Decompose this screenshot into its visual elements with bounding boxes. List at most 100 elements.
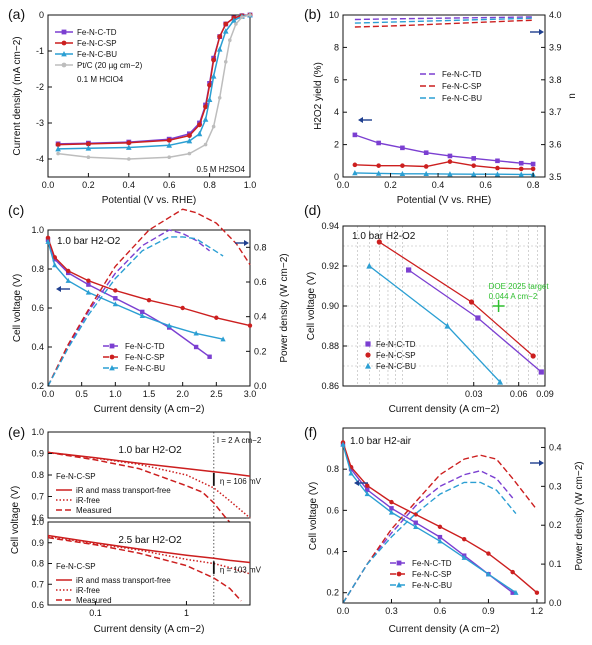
panel-f-x-axis-label: Current density (A cm−2) xyxy=(389,624,500,635)
panel-a-legend-label: Fe-N-C-BU xyxy=(77,50,117,59)
panel-a-data-point xyxy=(231,17,237,23)
x-tick-label: 0.9 xyxy=(482,606,495,616)
panel-d-doe-label: DOE 2025 target xyxy=(489,282,550,291)
x-tick-label: 0.0 xyxy=(337,180,350,190)
panel-a-data-point xyxy=(223,21,229,27)
panel-f-legend-label: Fe-N-C-SP xyxy=(412,570,452,579)
panel-a-data-point xyxy=(196,130,203,137)
panel-f-arrow-left-head xyxy=(354,480,359,486)
panel-c-power-line xyxy=(47,208,251,387)
panel-f-data-point xyxy=(510,590,515,595)
x-tick-label: 0.4 xyxy=(432,180,445,190)
panel-e-legend-label: iR and mass transport-free xyxy=(76,576,171,585)
panel-b-data-point xyxy=(400,145,405,151)
panel-a-legend-label: Pt/C (20 µg cm−2) xyxy=(77,61,143,70)
panel-b-data-point xyxy=(447,153,453,159)
y-tick-label: 0.6 xyxy=(31,303,44,313)
panel-b-y2-axis-label: n xyxy=(567,93,578,99)
panel-b-legend-label: Fe-N-C-BU xyxy=(442,94,482,103)
panel-a-data-point xyxy=(186,138,193,144)
y-tick-label: 0.9 xyxy=(31,538,44,548)
panel-f-data-point xyxy=(364,491,370,497)
y-tick-label: -2 xyxy=(36,82,44,92)
panel-f-y2-axis-label: Power density (W cm−2) xyxy=(574,461,585,570)
panel-c-data-point xyxy=(180,305,185,311)
panel-e-subplot-title: 1.0 bar H2-O2 xyxy=(118,445,182,456)
y-tick-label: 0.4 xyxy=(326,547,339,557)
panel-e-series-line xyxy=(47,535,251,575)
y-tick-label: 0.8 xyxy=(31,470,44,480)
panel-c-label: (c) xyxy=(8,202,24,218)
y-tick-label: 0.6 xyxy=(31,513,44,523)
panel-f-power-line xyxy=(342,481,517,604)
x-tick-label: 3.0 xyxy=(244,389,257,399)
y-tick-label: 0.94 xyxy=(321,221,339,231)
panel-c-y-axis-label: Cell voltage (V) xyxy=(12,274,23,342)
panel-a-legend-marker xyxy=(61,29,67,35)
panel-a-data-point xyxy=(167,155,171,159)
panel-f-data-point xyxy=(485,571,492,577)
panel-a-data-point xyxy=(211,57,217,63)
panel-c-data-point xyxy=(207,354,212,359)
panel-d-x-axis-label: Current density (A cm−2) xyxy=(389,404,500,415)
panel-b-data-point xyxy=(495,158,500,164)
panel-e-legend-label: iR-free xyxy=(76,586,101,595)
panel-f-data-point xyxy=(365,483,370,488)
y2-tick-label: 3.6 xyxy=(549,140,562,150)
panel-d-data-point xyxy=(530,353,536,359)
y-tick-label: 10 xyxy=(329,10,339,20)
y-tick-label: 0.2 xyxy=(31,381,44,391)
panel-e-sample-label: Fe-N-C-SP xyxy=(56,562,96,571)
x-tick-label: 1.5 xyxy=(143,389,156,399)
panel-d-data-point xyxy=(475,315,481,321)
panel-a-y-axis-label: Current density (mA cm−2) xyxy=(12,36,23,155)
panel-a-data-point xyxy=(197,122,202,128)
panel-e-series-line xyxy=(47,451,251,519)
panel-c-data-point xyxy=(113,288,118,293)
panel-b-arrow-left-head xyxy=(358,117,363,123)
panel-b-n-line xyxy=(354,16,534,21)
panel-a-data-point xyxy=(217,34,223,39)
y-tick-label: 0.86 xyxy=(321,381,339,391)
panel-d-legend-marker xyxy=(365,362,371,369)
panel-c-legend-label: Fe-N-C-BU xyxy=(125,364,165,373)
x-tick-label: 1 xyxy=(184,608,189,618)
panel-c-data-point xyxy=(193,330,199,336)
panel-c-x-axis-label: Current density (A cm−2) xyxy=(94,404,205,415)
panel-f-legend-label: Fe-N-C-BU xyxy=(412,581,452,590)
x-tick-label: 0.2 xyxy=(82,180,95,190)
y2-tick-label: 0.0 xyxy=(254,381,267,391)
panel-c-power-line xyxy=(47,236,224,387)
x-tick-label: 0.03 xyxy=(465,389,483,399)
panel-f-data-point xyxy=(534,590,540,595)
panel-b-data-point xyxy=(447,159,453,164)
panel-a-data-point xyxy=(55,142,61,148)
panel-b-data-point xyxy=(399,170,406,177)
y-tick-label: 0.6 xyxy=(326,505,339,515)
panel-b-legend-label: Fe-N-C-SP xyxy=(442,82,482,91)
panel-a-data-point xyxy=(228,38,232,42)
panel-f-frame xyxy=(342,427,546,604)
panel-e-legend-label: iR-free xyxy=(76,496,101,505)
panel-e-legend-label: Measured xyxy=(76,596,112,605)
panel-d-doe-sublabel: 0.044 A cm−2 xyxy=(489,292,538,301)
panel-a-legend-label: Fe-N-C-TD xyxy=(77,28,117,37)
panel-c-data-point xyxy=(247,323,253,328)
panel-e-legend-label: iR and mass transport-free xyxy=(76,486,171,495)
panel-b-series-line xyxy=(354,172,534,176)
y-tick-label: 0.9 xyxy=(31,449,44,459)
panel-d-data-point xyxy=(376,239,382,245)
x-tick-label: 0.4 xyxy=(123,180,136,190)
panel-f-data-point xyxy=(486,551,491,556)
panel-b-legend-label: Fe-N-C-TD xyxy=(442,70,482,79)
panel-a-data-point xyxy=(166,142,172,148)
x-tick-label: 0.6 xyxy=(434,606,447,616)
y-tick-label: 0.90 xyxy=(321,301,339,311)
panel-a-data-point xyxy=(55,145,61,152)
panel-a-label: (a) xyxy=(8,6,25,22)
panel-f-data-point xyxy=(510,569,515,575)
panel-b-label: (b) xyxy=(304,6,321,22)
panel-a-data-point xyxy=(248,13,252,17)
panel-b-frame xyxy=(342,14,546,178)
panel-e-series-line xyxy=(47,451,251,477)
